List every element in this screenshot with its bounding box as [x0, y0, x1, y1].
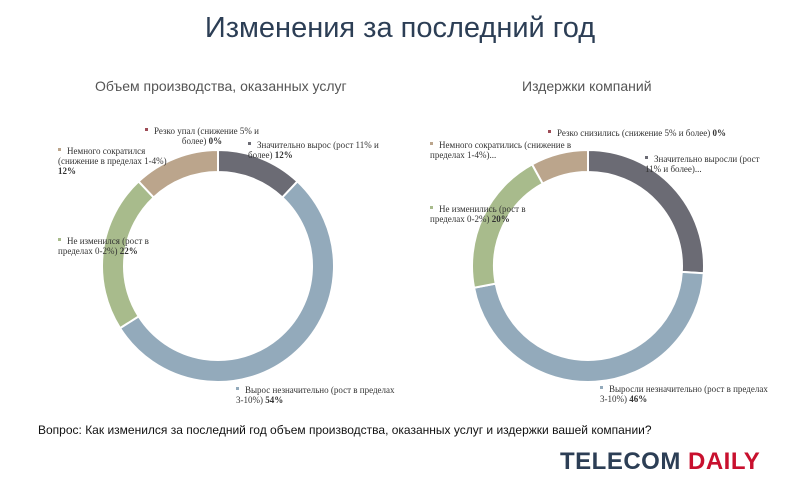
slice-label: Вырос незначительно (рост в пределах 3-1…	[236, 385, 396, 405]
slice-label: Не изменился (рост в пределах 0-2%) 22%	[58, 236, 173, 256]
slice-value: 0%	[208, 136, 223, 146]
slice-label-text: Не изменились (рост в пределах 0-2%)	[430, 204, 526, 224]
chart-title-costs: Издержки компаний	[522, 78, 652, 94]
question-text: Вопрос: Как изменился за последний год о…	[38, 423, 652, 437]
slice-label-text: Резко упал (снижение 5% и более)	[153, 126, 259, 146]
logo-word-daily: DAILY	[688, 448, 761, 475]
slice-label-text: Резко снизились (снижение 5% и более)	[557, 128, 713, 138]
slice-value: 54%	[265, 395, 284, 405]
slice-value: 46%	[629, 394, 648, 404]
legend-marker	[548, 130, 551, 133]
legend-marker	[144, 128, 148, 131]
slice-label-text: Выросли незначительно (рост в пределах 3…	[600, 384, 768, 404]
slice-label: Не изменились (рост в пределах 0-2%) 20%	[430, 204, 555, 224]
legend-marker	[248, 142, 251, 145]
slice-value: 0%	[712, 128, 726, 138]
slice-value: 22%	[119, 246, 138, 256]
legend-marker	[236, 387, 239, 390]
legend-marker	[600, 386, 603, 389]
slice-label-text: Немного сократился (снижение в пределах …	[58, 146, 167, 166]
donut-slice	[530, 148, 589, 185]
slice-label-text: Значительно вырос (рост 11% и более)	[248, 140, 379, 160]
slice-value: 20%	[491, 214, 510, 224]
slice-label-text: Вырос незначительно (рост в пределах 3-1…	[236, 385, 395, 405]
slice-label: Резко упал (снижение 5% и более) 0%	[142, 126, 262, 146]
page-title: Изменения за последний год	[204, 12, 596, 44]
donut-slice	[137, 148, 219, 199]
legend-marker	[645, 156, 648, 159]
legend-marker	[58, 238, 61, 241]
legend-marker	[58, 148, 61, 151]
slice-label: Немного сократились (снижение в пределах…	[430, 140, 585, 160]
legend-marker	[430, 142, 433, 145]
donut-slice	[118, 180, 335, 384]
slice-label-text: Значительно выросли (рост 11% и более)..…	[645, 154, 760, 174]
slice-value: 12%	[58, 166, 76, 176]
donut-slice	[471, 162, 545, 289]
slice-label: Немного сократился (снижение в пределах …	[58, 146, 173, 176]
chart-title-production: Объем производства, оказанных услуг	[95, 78, 347, 94]
legend-marker	[430, 206, 433, 209]
slice-label-text: Немного сократились (снижение в пределах…	[430, 140, 572, 160]
slice-label-text: Не изменился (рост в пределах 0-2%)	[58, 236, 149, 256]
telecom-daily-logo: TELECOM DAILY	[560, 448, 760, 476]
slice-label: Значительно вырос (рост 11% и более) 12%	[248, 140, 388, 160]
slice-label: Значительно выросли (рост 11% и более)..…	[645, 154, 775, 174]
slice-label: Резко снизились (снижение 5% и более) 0%	[548, 128, 768, 138]
slice-label: Выросли незначительно (рост в пределах 3…	[600, 384, 770, 404]
donut-slice	[472, 270, 705, 383]
slice-value: 12%	[274, 150, 293, 160]
logo-word-telecom: TELECOM	[560, 448, 681, 475]
